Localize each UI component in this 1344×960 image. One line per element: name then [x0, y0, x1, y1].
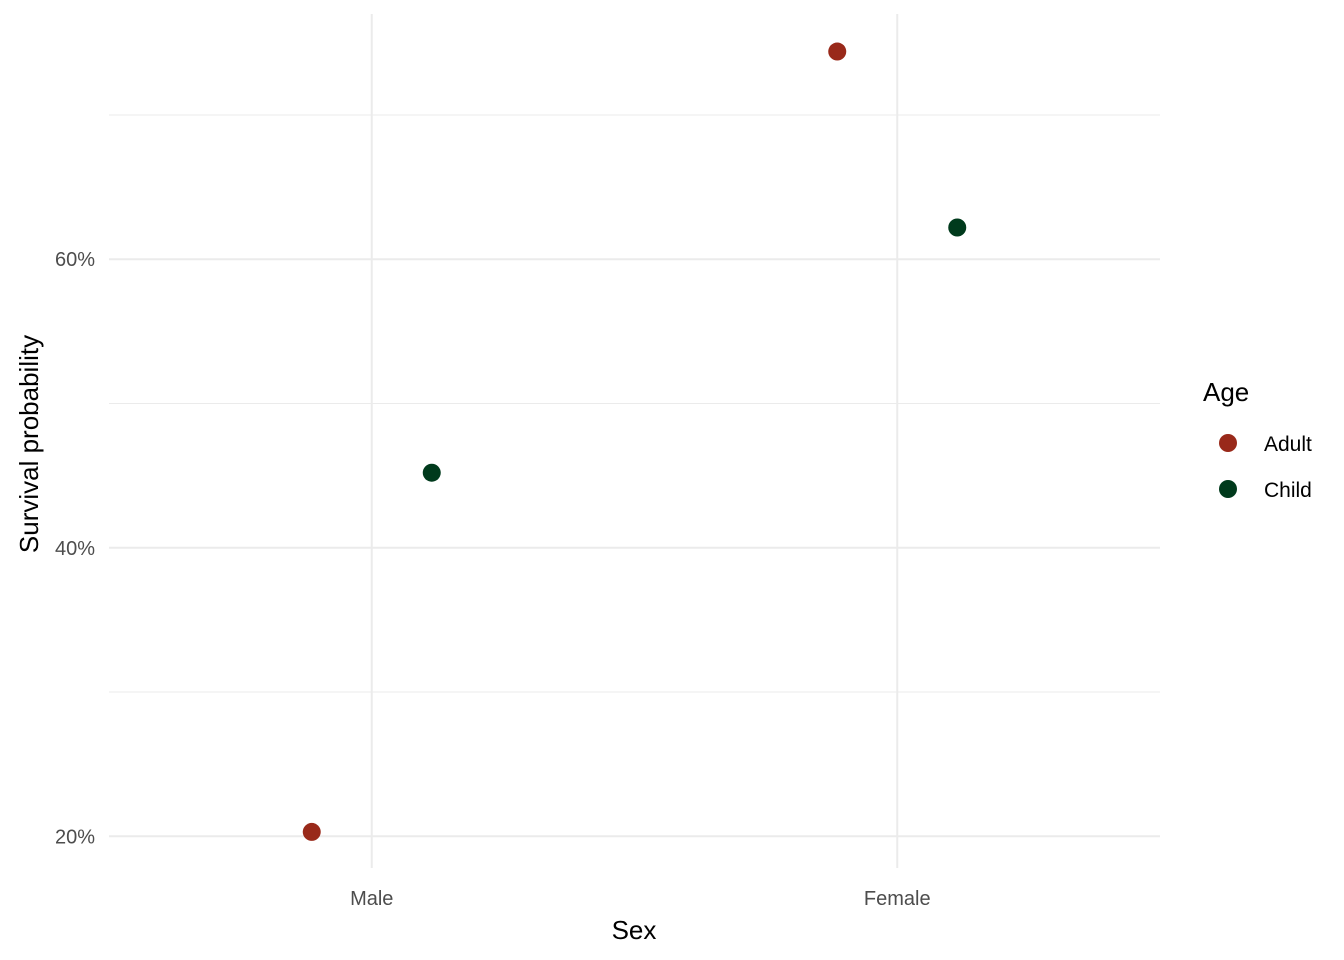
x-axis-title: Sex — [612, 915, 657, 945]
data-point-adult-male — [302, 822, 321, 841]
data-point-adult-female — [828, 42, 847, 61]
legend-items: Adult Child — [1219, 433, 1312, 502]
data-point-child-male — [422, 463, 441, 482]
y-tick-label: 40% — [55, 538, 95, 560]
y-axis-title: Survival probability — [14, 335, 44, 553]
data-point-child-female — [948, 218, 967, 237]
point-layer — [302, 42, 967, 841]
legend-title: Age — [1203, 377, 1249, 407]
grid-layer — [109, 14, 1160, 868]
tick-layer: 20% 40% 60% Male Female — [55, 249, 931, 910]
x-tick-label: Male — [350, 888, 393, 910]
x-tick-label: Female — [864, 888, 931, 910]
legend-label-adult: Adult — [1264, 433, 1312, 456]
legend: Age Adult Child — [1203, 377, 1312, 502]
y-tick-label: 60% — [55, 249, 95, 271]
y-tick-label: 20% — [55, 826, 95, 848]
legend-label-child: Child — [1264, 479, 1312, 502]
legend-key-adult — [1219, 434, 1237, 452]
legend-key-child — [1219, 480, 1237, 498]
